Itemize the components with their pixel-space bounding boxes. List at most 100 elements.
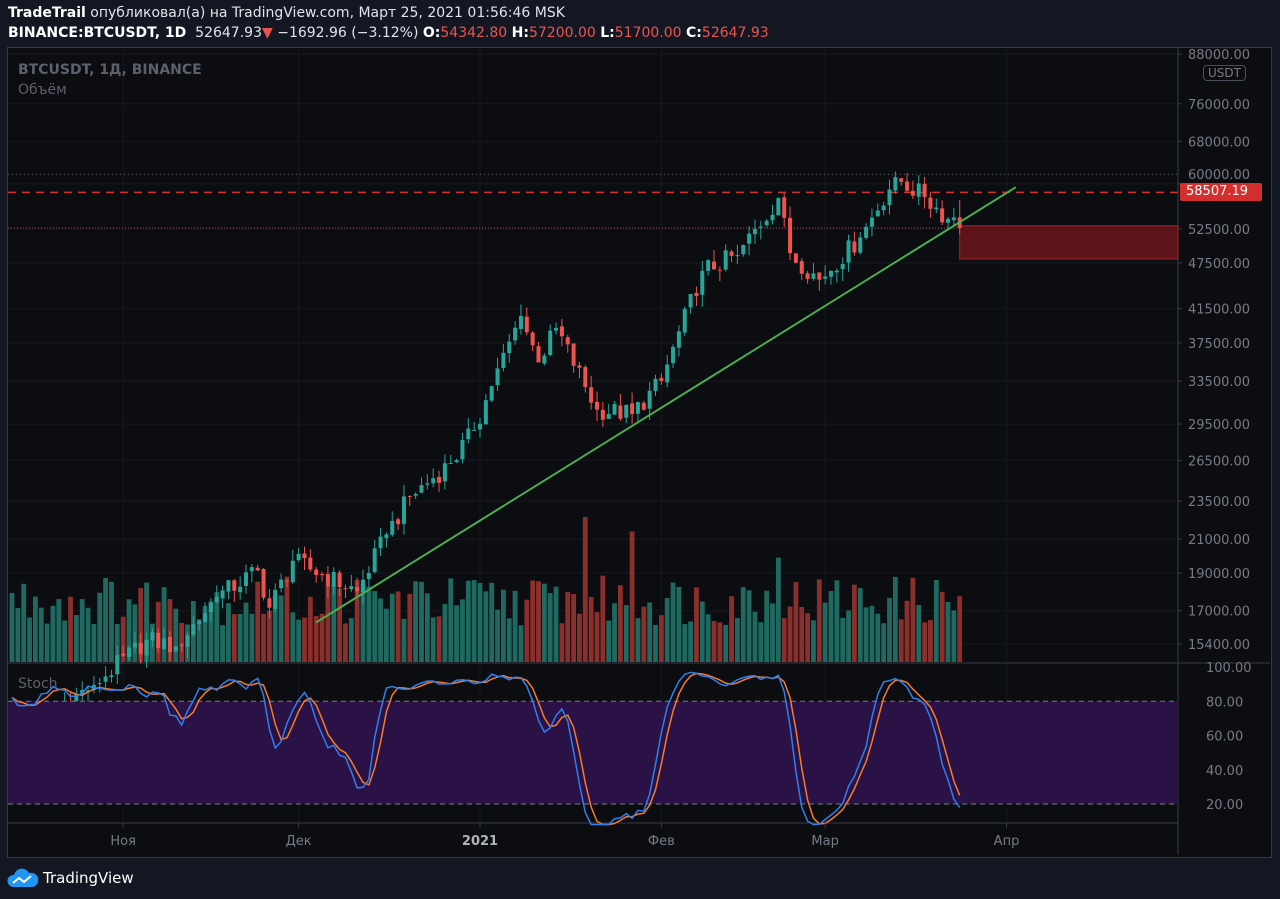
volume-bar [360, 584, 366, 662]
volume-bar [600, 575, 606, 662]
candle-body [934, 207, 939, 210]
candle-body [203, 613, 208, 622]
volume-bar [343, 623, 348, 662]
candle-body [483, 400, 488, 425]
candle-body [249, 567, 254, 572]
volume-bar [594, 612, 600, 662]
candle-body [583, 367, 588, 388]
volume-bar [85, 607, 91, 662]
stoch-band [8, 701, 1178, 804]
candle-body [460, 440, 465, 460]
volume-bar [524, 599, 530, 662]
volume-bar [735, 618, 740, 662]
candle-body [378, 536, 383, 549]
high-label: H: [511, 25, 529, 41]
volume-bar [471, 580, 477, 662]
price-axis-label: 29500.00 [1188, 418, 1250, 433]
candle-body [922, 183, 927, 198]
volume-bar [682, 624, 688, 662]
candle-body [413, 494, 418, 496]
candle-body [910, 190, 915, 196]
candle-body [167, 636, 172, 653]
volume-bar [278, 595, 284, 662]
volume-bar [109, 581, 114, 662]
candle-body [864, 226, 869, 238]
price-axis-label: 41500.00 [1188, 303, 1250, 318]
candle-body [905, 181, 910, 191]
volume-bar [881, 623, 887, 662]
candle-body [320, 574, 325, 576]
candle-body [366, 572, 371, 580]
currency-badge[interactable]: USDT [1203, 65, 1246, 81]
volume-bar [79, 599, 85, 662]
candle-body [641, 402, 646, 410]
candle-body [337, 572, 342, 588]
volume-bar [629, 531, 635, 662]
volume-bar [407, 593, 413, 662]
volume-bar [945, 601, 951, 662]
candle-body [132, 642, 137, 648]
candle-body [524, 316, 529, 333]
volume-bar [775, 557, 781, 662]
price-axis-label: 15400.00 [1188, 638, 1250, 653]
candle-body [448, 462, 453, 464]
volume-bar [120, 616, 126, 662]
volume-bar [126, 599, 132, 662]
candle-body [244, 572, 248, 586]
candle-body [764, 220, 769, 225]
volume-bar [21, 583, 27, 662]
candle-body [290, 560, 295, 583]
candle-body [782, 197, 787, 218]
price-axis-label: 19000.00 [1188, 567, 1250, 582]
volume-bar [460, 599, 465, 662]
volume-bar [220, 625, 225, 662]
stoch-legend: Stoch [18, 676, 58, 692]
volume-bar [898, 619, 904, 662]
open-value: 54342.80 [440, 25, 508, 41]
volume-bar [378, 598, 383, 662]
candle-body [150, 632, 155, 641]
candle-body [817, 272, 822, 280]
volume-bar [875, 613, 881, 662]
price-axis-label: 47500.00 [1188, 257, 1250, 272]
close-value: 52647.93 [701, 25, 769, 41]
time-axis-label: 2021 [462, 834, 498, 849]
candle-body [951, 217, 956, 221]
volume-bar [430, 617, 436, 662]
candle-body [437, 476, 442, 483]
volume-bar [483, 591, 489, 662]
tradingview-logo[interactable]: TradingView [7, 868, 134, 888]
volume-bar [15, 608, 21, 662]
volume-bar [641, 606, 647, 662]
candle-body [355, 586, 360, 592]
price-axis-label: 37500.00 [1188, 337, 1250, 352]
volume-bar [664, 597, 670, 662]
stoch-axis-label: 100.00 [1206, 661, 1252, 676]
time-axis-label: Фев [648, 834, 675, 849]
candle-body [191, 623, 196, 635]
candle-body [314, 569, 319, 575]
resistance-price-tag: 58507.19 [1180, 183, 1262, 201]
volume-bar [799, 606, 805, 662]
cloud-icon [7, 868, 39, 887]
candle-body [518, 316, 523, 329]
volume-bar [243, 602, 249, 662]
volume-bar [670, 582, 676, 662]
candle-body [758, 226, 763, 228]
volume-bar [623, 605, 629, 662]
price-axis-label: 76000.00 [1188, 98, 1250, 113]
volume-bar [489, 582, 495, 662]
volume-bar [565, 591, 571, 662]
volume-bar [448, 578, 454, 662]
candle-body [712, 261, 716, 270]
last-price: 52647.93 [195, 25, 262, 41]
candle-body [700, 270, 705, 295]
volume-bar [822, 602, 828, 662]
candle-body [325, 573, 330, 587]
candle-body [361, 579, 365, 593]
candle-body [729, 251, 734, 256]
volume-bar [764, 590, 770, 662]
candle-body [197, 620, 202, 625]
price-axis-label: 33500.00 [1188, 375, 1250, 390]
